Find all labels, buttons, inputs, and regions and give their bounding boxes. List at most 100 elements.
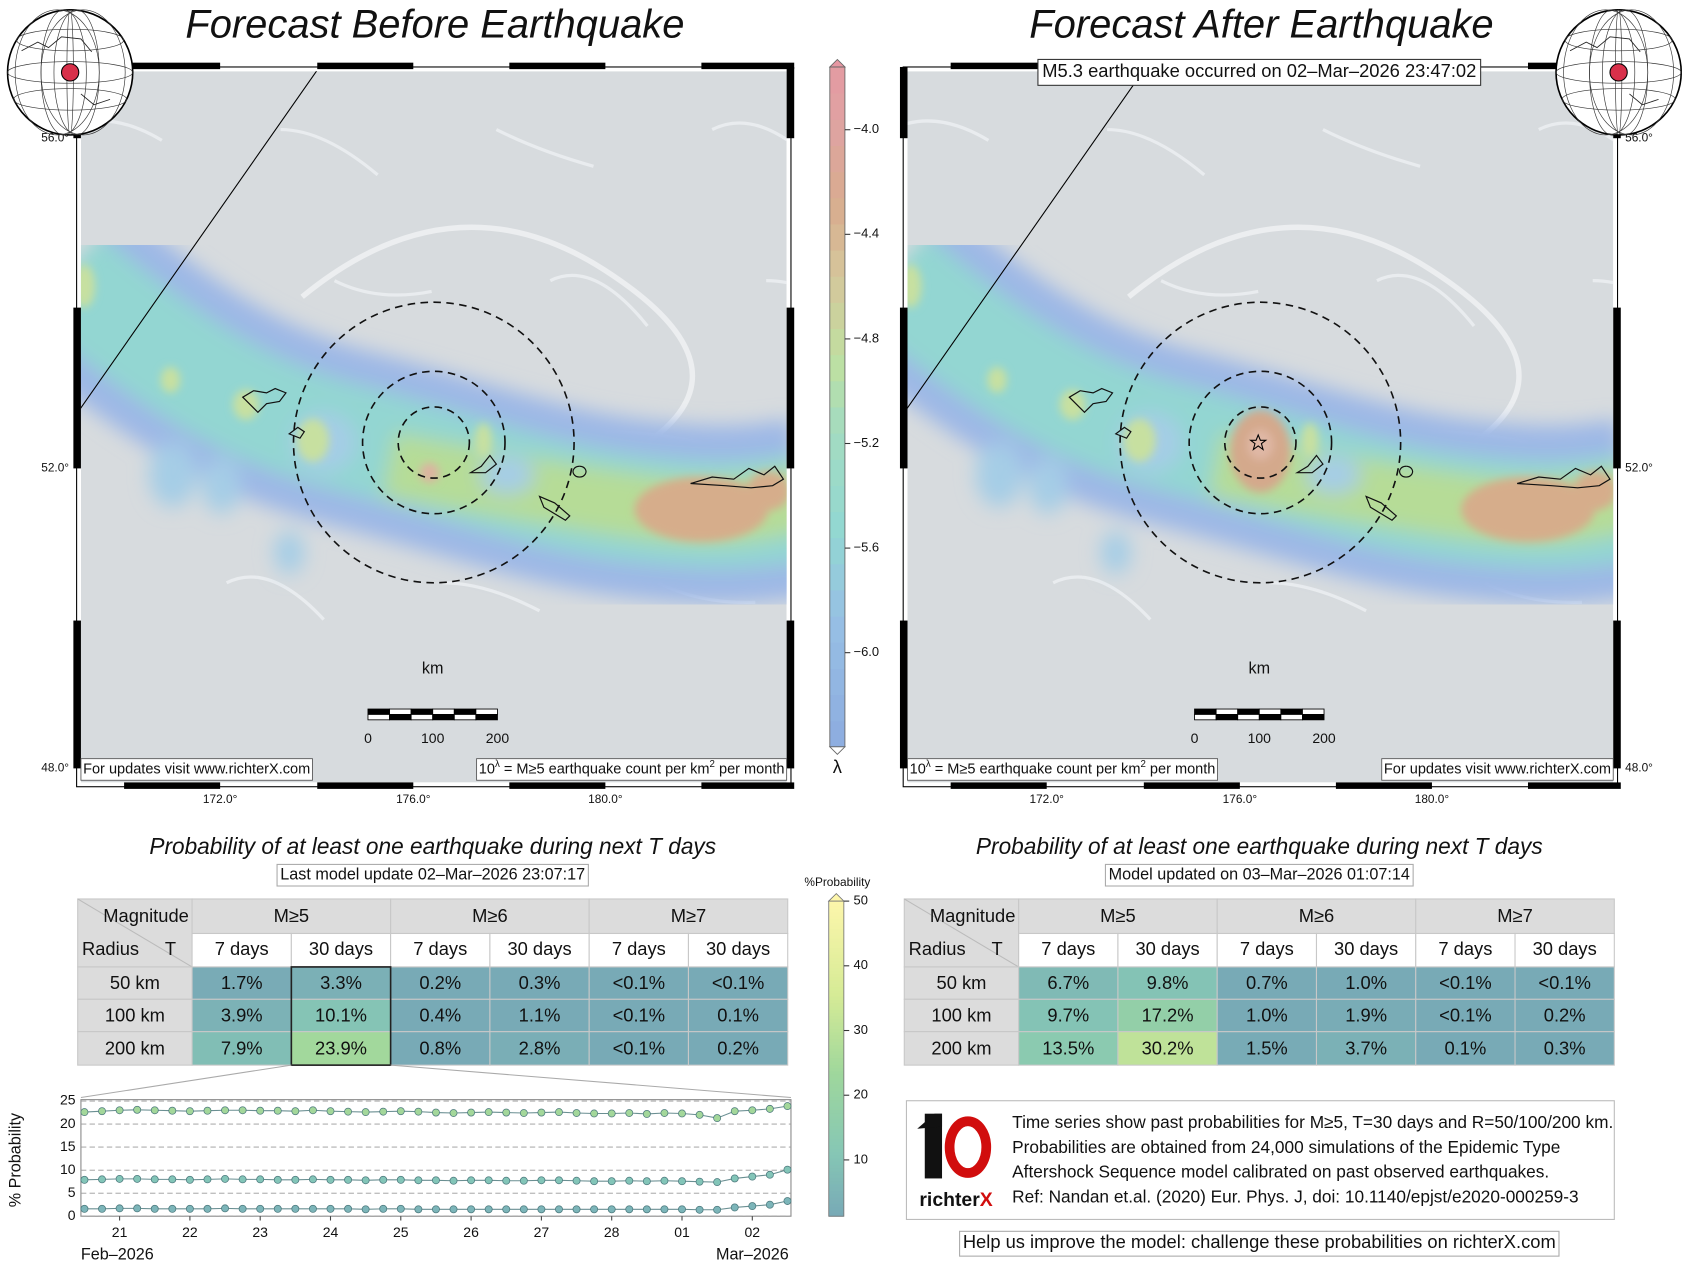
table-subheader: Radius: [909, 938, 966, 959]
scale-label: 100: [1248, 730, 1272, 746]
colorbar-step: [828, 941, 844, 946]
coastline: [1517, 465, 1611, 489]
data-point: [185, 1107, 194, 1116]
legend-note-part: 2: [1140, 759, 1145, 770]
probability-value: 0.1%: [1445, 1037, 1487, 1058]
frame-tick: [950, 782, 1047, 789]
table-cell: [191, 966, 292, 1000]
data-point: [221, 1174, 229, 1183]
data-point: [765, 1170, 774, 1179]
scale-segment: [389, 713, 412, 721]
x-tick-label: 01: [674, 1224, 690, 1240]
table-cell: [390, 966, 491, 1000]
colorbar-step: [828, 1018, 844, 1023]
corner-diagonal: [77, 898, 193, 968]
probability-value: 9.7%: [1047, 1004, 1089, 1025]
data-point: [572, 1176, 581, 1185]
radius-label: 50 km: [937, 972, 987, 993]
colorbar-step: [828, 1167, 844, 1172]
rate-blob: [1123, 418, 1156, 462]
table-cell: [191, 932, 292, 968]
colorbar-step: [828, 1012, 844, 1017]
colorbar-step: [828, 1041, 844, 1046]
data-point: [449, 1109, 458, 1117]
data-point: [414, 1107, 423, 1116]
colorbar-step: [828, 1096, 844, 1101]
data-point: [80, 1175, 89, 1184]
lon-label: 176.0°: [1223, 792, 1258, 806]
colorbar-step: [829, 537, 845, 565]
colorbar-step: [828, 908, 844, 913]
x-tick-label: 24: [323, 1224, 339, 1240]
data-point: [379, 1204, 388, 1213]
frame-tick: [317, 782, 414, 789]
trench-arc: [300, 224, 696, 445]
colorbar-step: [828, 1180, 844, 1185]
label-box: [1381, 758, 1614, 781]
data-point: [678, 1177, 686, 1186]
bathymetry-ridge: [1592, 279, 1614, 285]
table-cell: [1018, 1031, 1119, 1066]
data-point: [414, 1205, 423, 1214]
coastline: [1399, 465, 1414, 478]
table-subheader: T: [991, 938, 1002, 959]
scale-label: 0: [1191, 730, 1199, 746]
colorbar-step: [829, 668, 845, 696]
data-point: [238, 1175, 247, 1184]
scale-label: 200: [486, 730, 510, 746]
probability-value: 10.1%: [315, 1004, 367, 1025]
colorbar-step: [829, 66, 845, 94]
probability-value: 0.2%: [717, 1037, 759, 1058]
colorbar-step: [829, 119, 845, 146]
y-tick-label: 5: [68, 1184, 76, 1200]
table-cell: [1216, 998, 1318, 1033]
probability-value: <0.1%: [613, 1004, 665, 1025]
data-point: [748, 1202, 757, 1211]
logo-zero: [944, 1116, 992, 1178]
x-tick-label: 23: [252, 1224, 268, 1240]
colorbar-step: [828, 996, 844, 1000]
data-point: [414, 1176, 423, 1185]
colorbar-step: [828, 1080, 844, 1085]
data-point: [519, 1205, 528, 1214]
colorbar-step: [829, 145, 845, 173]
radius-circle: [397, 406, 471, 479]
scale-unit: km: [422, 659, 444, 677]
colorbar-step: [828, 915, 844, 920]
colorbar-step: [828, 1099, 844, 1104]
colorbar-step: [828, 1090, 844, 1094]
colorbar-step: [829, 720, 845, 748]
colorbar-step: [828, 1102, 844, 1107]
probability-value: 13.5%: [1042, 1037, 1094, 1058]
rate-blob: [160, 366, 181, 393]
colorbar-step: [828, 1109, 844, 1114]
data-point: [555, 1176, 563, 1185]
bathymetry-ridge: [1268, 581, 1367, 613]
table-cell: [191, 898, 392, 935]
highlight-box: [290, 966, 392, 1066]
frame-tick: [786, 620, 795, 769]
table-cell: [1117, 1031, 1218, 1066]
colorbar-step: [828, 1190, 844, 1195]
probability-value: 7.9%: [221, 1037, 263, 1058]
coastline: [1569, 36, 1659, 106]
colorbar-step: [828, 944, 844, 949]
table-cell: [588, 898, 789, 935]
table-cell: [489, 966, 590, 1000]
colorbar-step: [829, 93, 845, 120]
legend-note: 10λ = M≥5 earthquake count per km2 per m…: [910, 759, 1216, 778]
frame-tick: [950, 62, 1047, 70]
rate-blob: [1301, 423, 1319, 458]
lon-label: 172.0°: [1029, 792, 1064, 806]
globe-inset: [1555, 8, 1683, 136]
meridian: [53, 9, 100, 136]
scale-segment: [1258, 708, 1282, 715]
parallel: [1555, 61, 1682, 84]
info-line: Probabilities are obtained from 24,000 s…: [1012, 1137, 1560, 1157]
meridian: [40, 9, 126, 136]
scale-segment: [1302, 708, 1325, 715]
data-point: [484, 1205, 493, 1214]
map-area: [80, 71, 787, 783]
table-cell: [1415, 898, 1615, 935]
data-point: [379, 1175, 388, 1184]
